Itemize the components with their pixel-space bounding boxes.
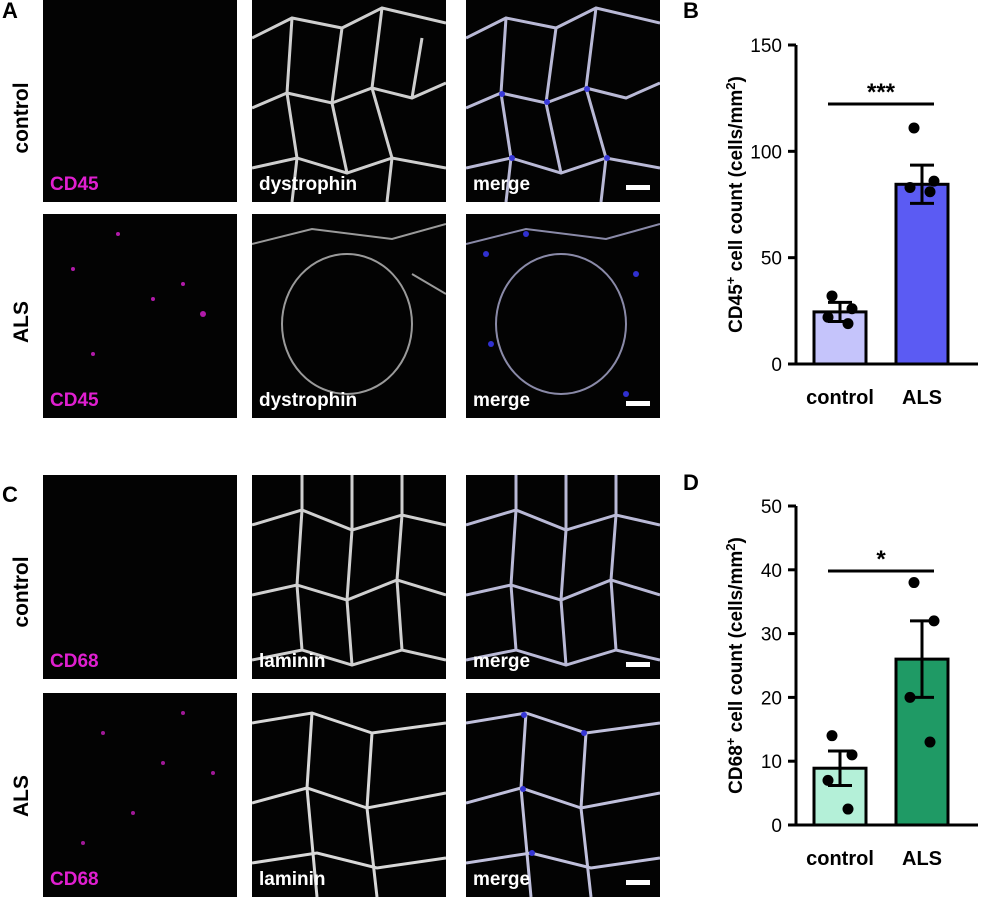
x-tick-label: ALS bbox=[902, 387, 942, 409]
y-label-part: CD45 bbox=[726, 284, 747, 333]
y-tick-label: 40 bbox=[761, 561, 782, 582]
micrograph-a-control-cd45: CD45 bbox=[43, 0, 237, 202]
channel-label: CD68 bbox=[50, 651, 99, 672]
y-tick-label: 50 bbox=[761, 497, 782, 518]
x-tick-label: control bbox=[806, 387, 874, 409]
y-tick-label: 50 bbox=[761, 249, 782, 270]
micrograph-a-als-dystrophin: dystrophin bbox=[252, 214, 446, 418]
micrograph-a-control-dystrophin: dystrophin bbox=[252, 0, 446, 202]
micrograph-a-als-merge: merge bbox=[466, 214, 660, 418]
row-label-c-als: ALS bbox=[10, 775, 33, 817]
micrograph-c-als-laminin: laminin bbox=[252, 693, 446, 897]
channel-label: merge bbox=[473, 174, 531, 195]
data-point bbox=[846, 749, 858, 761]
data-point bbox=[826, 290, 838, 302]
y-label-sup: + bbox=[723, 737, 738, 745]
channel-label: CD45 bbox=[50, 174, 99, 195]
y-label-part: cell count (cells/mm bbox=[726, 551, 747, 738]
channel-label: merge bbox=[473, 651, 531, 672]
scale-bar bbox=[626, 662, 650, 667]
data-point bbox=[846, 303, 858, 315]
fiber-network bbox=[466, 711, 660, 897]
data-point bbox=[908, 577, 920, 589]
data-point bbox=[924, 186, 936, 198]
y-tick-label: 0 bbox=[771, 355, 782, 376]
x-tick-label: ALS bbox=[902, 848, 942, 870]
channel-label: CD68 bbox=[50, 869, 99, 890]
x-tick-label: control bbox=[806, 848, 874, 870]
y-label-part: cell count (cells/mm bbox=[726, 90, 747, 277]
channel-label: CD45 bbox=[50, 390, 99, 411]
micrograph-c-control-laminin: laminin bbox=[252, 475, 446, 679]
fiber-network bbox=[466, 6, 660, 202]
micrograph-c-als-merge: merge bbox=[466, 693, 660, 897]
panel-letter-c: C bbox=[2, 482, 18, 507]
y-tick-label: 150 bbox=[750, 36, 782, 57]
data-point bbox=[928, 615, 940, 627]
bar-control bbox=[812, 310, 868, 366]
data-point bbox=[928, 175, 940, 187]
y-label-part: ) bbox=[726, 76, 747, 82]
channel-label: merge bbox=[473, 390, 531, 411]
significance-label: *** bbox=[867, 79, 896, 106]
data-point bbox=[842, 803, 854, 815]
row-label-c-control: control bbox=[10, 556, 33, 628]
row-label-a-control: control bbox=[10, 82, 33, 154]
fiber-network bbox=[252, 711, 446, 897]
y-label-part: CD68 bbox=[726, 745, 747, 794]
fiber-network bbox=[252, 223, 446, 395]
channel-label: laminin bbox=[259, 651, 326, 672]
data-point bbox=[822, 311, 834, 323]
channel-label: laminin bbox=[259, 869, 326, 890]
significance-label: * bbox=[876, 546, 886, 573]
cd68-signal bbox=[81, 711, 215, 845]
micrograph-c-control-merge: merge bbox=[466, 475, 660, 679]
micrograph-a-control-merge: merge bbox=[466, 0, 660, 202]
panel-letter-d: D bbox=[683, 470, 699, 495]
chart-b: 0 50 100 150 control ALS *** CD45+ cell count (… bbox=[723, 36, 978, 409]
data-point bbox=[842, 318, 854, 330]
micrograph-a-als-cd45: CD45 bbox=[43, 214, 237, 418]
channel-label: dystrophin bbox=[259, 390, 358, 411]
fiber-network bbox=[252, 475, 446, 667]
y-label-part: ) bbox=[726, 537, 747, 543]
y-axis-label: CD68+ cell count (cells/mm2) bbox=[723, 537, 748, 794]
y-label-sup: + bbox=[723, 276, 738, 284]
fiber-network bbox=[466, 223, 660, 397]
bar-als bbox=[894, 182, 950, 366]
fiber-network bbox=[466, 475, 660, 667]
panel-letter-b: B bbox=[683, 0, 699, 23]
data-point bbox=[924, 736, 936, 748]
data-point bbox=[904, 691, 916, 703]
scale-bar bbox=[626, 880, 650, 885]
channel-label: merge bbox=[473, 869, 531, 890]
y-axis-label: CD45+ cell count (cells/mm2) bbox=[723, 76, 748, 333]
y-tick-label: 10 bbox=[761, 752, 782, 773]
y-label-sup: 2 bbox=[723, 544, 738, 551]
data-point bbox=[904, 181, 916, 193]
scale-bar bbox=[626, 185, 650, 190]
y-tick-label: 0 bbox=[771, 816, 782, 837]
y-label-sup: 2 bbox=[723, 83, 738, 90]
y-tick-label: 30 bbox=[761, 625, 782, 646]
panel-letter-a: A bbox=[2, 0, 18, 23]
data-point bbox=[822, 774, 834, 786]
micrograph-c-control-cd68: CD68 bbox=[43, 475, 237, 679]
y-tick-label: 20 bbox=[761, 688, 782, 709]
cd45-signal bbox=[71, 232, 206, 356]
channel-label: dystrophin bbox=[259, 174, 358, 195]
data-point bbox=[908, 122, 920, 134]
row-label-a-als: ALS bbox=[10, 301, 33, 343]
data-point bbox=[826, 730, 838, 742]
fiber-network bbox=[252, 6, 446, 202]
micrograph-c-als-cd68: CD68 bbox=[43, 693, 237, 897]
chart-d: 0 10 20 30 40 50 control ALS * CD68+ cell count (… bbox=[723, 497, 978, 870]
scale-bar bbox=[626, 401, 650, 406]
y-tick-label: 100 bbox=[750, 142, 782, 163]
